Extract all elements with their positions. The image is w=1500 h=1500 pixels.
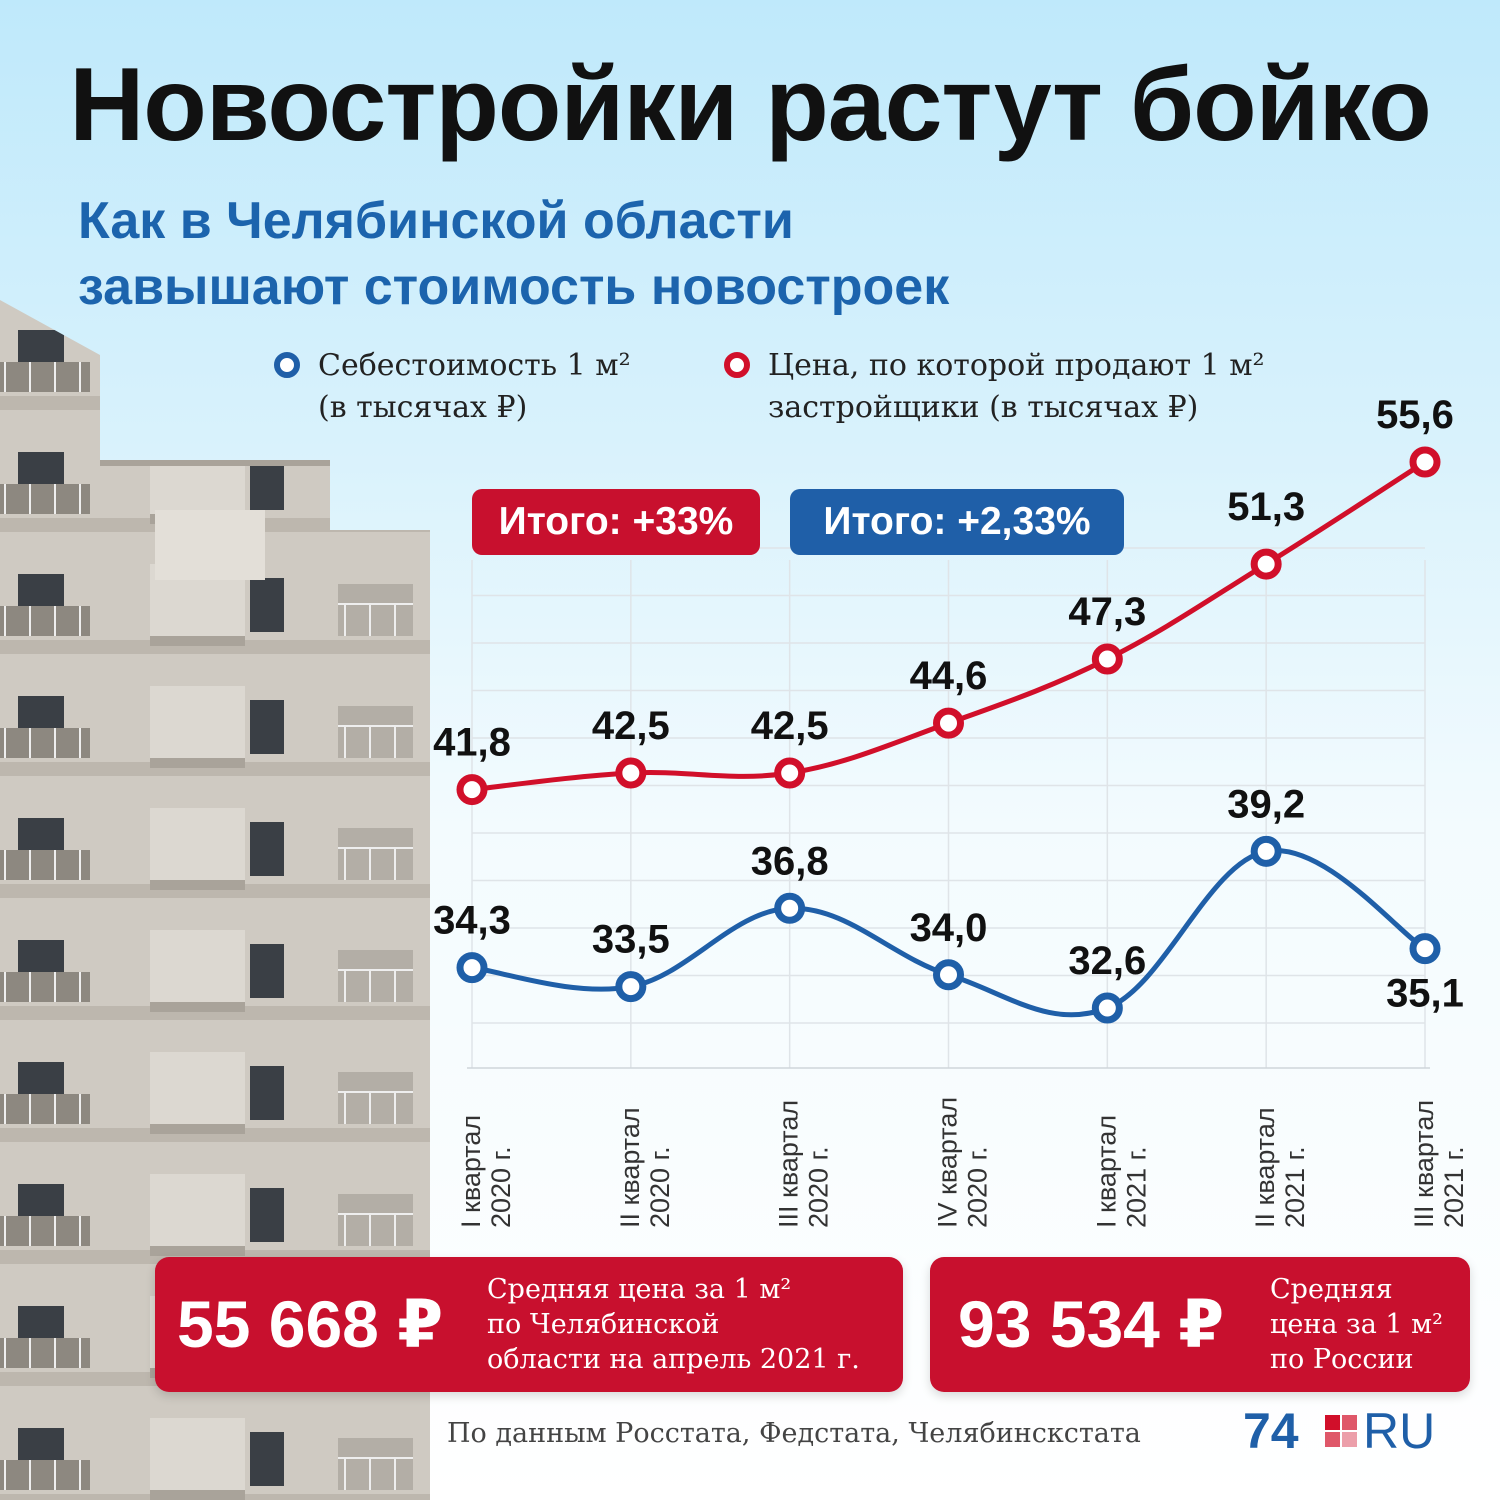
subtitle-line-2: завышают стоимость новостроек — [78, 258, 950, 316]
region-price-value: 55 668 ₽ — [177, 1287, 444, 1361]
x-tick-label-line: 2021 г. — [1121, 1146, 1151, 1228]
data-point — [774, 892, 806, 924]
x-tick-label: I квартал2020 г. — [456, 1115, 516, 1228]
data-label: 33,5 — [592, 918, 670, 962]
data-label: 42,5 — [751, 704, 829, 748]
legend-price: Цена, по которой продают 1 м² застройщик… — [724, 345, 1265, 429]
legend-cost: Себестоимость 1 м² (в тысячах ₽) — [274, 345, 631, 429]
data-label: 44,6 — [910, 654, 988, 698]
data-point — [1409, 933, 1441, 965]
x-tick-label-line: 2020 г. — [963, 1146, 993, 1228]
data-label: 34,0 — [910, 906, 988, 950]
price-total-badge: Итого: +33% — [472, 489, 760, 555]
data-point — [1091, 992, 1123, 1024]
x-tick-label-line: 2020 г. — [486, 1146, 516, 1228]
page-subtitle: Как в Челябинской области завышают стоим… — [78, 188, 1278, 320]
x-tick-label-line: 2020 г. — [804, 1146, 834, 1228]
russia-desc-line: Средняя — [1270, 1274, 1393, 1305]
legend-price-marker — [724, 352, 750, 378]
x-tick-label-line: II квартал — [1250, 1107, 1280, 1228]
legend-cost-line1: Себестоимость 1 м² — [318, 348, 631, 383]
x-tick-label-line: III квартал — [774, 1100, 804, 1228]
x-tick-label: II квартал2020 г. — [615, 1107, 675, 1228]
page-title: Новостройки растут бойко — [69, 47, 1432, 163]
data-label: 36,8 — [751, 839, 829, 883]
data-label: 41,8 — [433, 721, 511, 765]
russia-desc-line: цена за 1 м² — [1270, 1309, 1444, 1340]
x-tick-label: III квартал2020 г. — [774, 1100, 834, 1228]
data-point — [933, 959, 964, 991]
data-point — [615, 757, 647, 789]
data-point — [615, 971, 647, 1003]
data-label: 55,6 — [1376, 393, 1454, 437]
x-tick-label: II квартал2021 г. — [1250, 1107, 1310, 1228]
x-tick-label-line: 2021 г. — [1280, 1146, 1310, 1228]
russia-price-value: 93 534 ₽ — [958, 1287, 1225, 1361]
x-tick-label-line: 2021 г. — [1439, 1146, 1469, 1228]
x-tick-label-line: III квартал — [1409, 1100, 1439, 1228]
data-point — [1409, 446, 1441, 478]
data-label: 51,3 — [1227, 485, 1305, 529]
data-point — [1091, 643, 1123, 675]
legend-cost-line2: (в тысячах ₽) — [318, 390, 528, 425]
region-price-card: 55 668 ₽ Средняя цена за 1 м² по Челябин… — [155, 1257, 903, 1392]
x-tick-label-line: I квартал — [1091, 1115, 1121, 1228]
x-tick-label: I квартал2021 г. — [1091, 1115, 1151, 1228]
region-desc-line: Средняя цена за 1 м² — [487, 1274, 792, 1305]
data-label: 42,5 — [592, 704, 670, 748]
data-label: 39,2 — [1227, 782, 1305, 826]
x-tick-label: III квартал2021 г. — [1409, 1100, 1469, 1228]
data-source-note: По данным Росстата, Федстата, Челябинскс… — [447, 1418, 1141, 1449]
data-point — [1250, 548, 1282, 580]
building-illustration — [0, 300, 430, 1500]
logo-squares-icon — [1325, 1415, 1357, 1447]
x-tick-label-line: I квартал — [456, 1115, 486, 1228]
region-price-description: Средняя цена за 1 м² по Челябинской обла… — [487, 1272, 860, 1377]
data-label: 35,1 — [1386, 972, 1464, 1016]
data-point — [774, 757, 806, 789]
legend-price-line1: Цена, по которой продают 1 м² — [768, 348, 1265, 383]
russia-price-card: 93 534 ₽ Средняя цена за 1 м² по России — [930, 1257, 1470, 1392]
x-tick-label: IV квартал2020 г. — [933, 1097, 993, 1228]
logo-number: 74 — [1243, 1403, 1299, 1459]
x-tick-label-line: IV квартал — [933, 1097, 963, 1228]
data-label: 32,6 — [1068, 939, 1146, 983]
region-desc-line: области на апрель 2021 г. — [487, 1344, 860, 1375]
x-tick-label-line: 2020 г. — [645, 1146, 675, 1228]
data-point — [933, 707, 964, 739]
region-desc-line: по Челябинской — [487, 1309, 720, 1340]
data-point — [1250, 835, 1282, 867]
legend-cost-marker — [274, 352, 300, 378]
cost-total-badge: Итого: +2,33% — [790, 489, 1124, 555]
legend-price-line2: застройщики (в тысячах ₽) — [768, 390, 1199, 425]
russia-desc-line: по России — [1270, 1344, 1414, 1375]
russia-price-description: Средняя цена за 1 м² по России — [1270, 1272, 1443, 1377]
data-label: 34,3 — [433, 899, 511, 943]
data-label: 47,3 — [1068, 590, 1146, 634]
data-point — [456, 952, 488, 984]
logo-text: RU — [1363, 1403, 1436, 1459]
subtitle-line-1: Как в Челябинской области — [78, 192, 794, 250]
x-tick-label-line: II квартал — [615, 1107, 645, 1228]
data-point — [456, 774, 488, 806]
